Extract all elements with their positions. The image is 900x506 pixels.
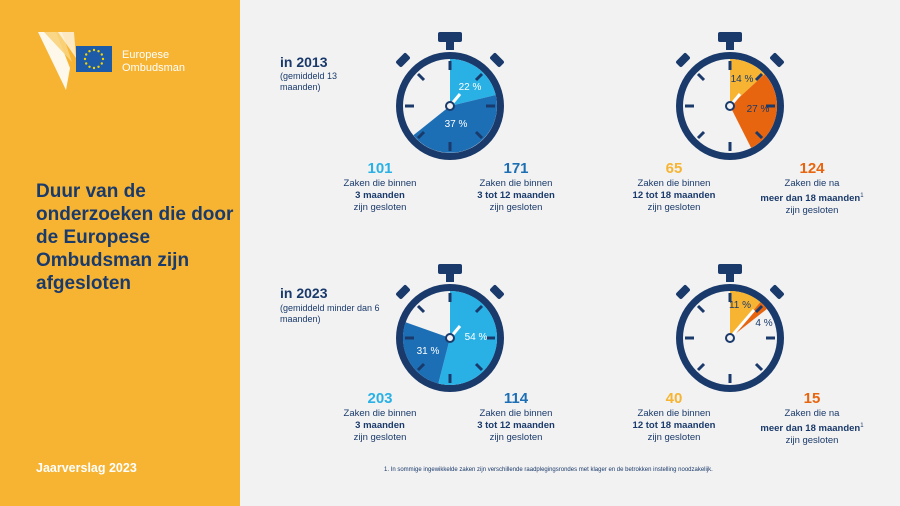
desc-2023-3to12: Zaken die binnen 3 tot 12 maanden zijn g… [477,408,555,443]
pct-2013-12to18: 14 % [731,74,754,85]
pct-2013-over18: 27 % [747,104,770,115]
pct-2023-12to18: 11 % [729,300,751,311]
pct-2013-3to12: 37 % [445,119,468,130]
content-area: in 2013 (gemiddeld 13 maanden) 22 % 37 %… [240,0,900,506]
desc-2023-3months: Zaken die binnen 3 maanden zijn gesloten [343,408,417,443]
page-title: Duur van de onderzoeken die door de Euro… [36,181,234,294]
year-2013-subtitle: (gemiddeld 13 maanden) [280,71,338,92]
year-2023-subtitle: (gemiddeld minder dan 6 maanden) [280,303,380,324]
footnote: 1. In sommige ingewikkelde zaken zijn ve… [384,467,713,473]
pct-2023-3to12: 31 % [417,346,440,357]
sidebar-panel: Europese Ombudsman Duur van de onderzoek… [0,0,240,506]
report-label: Jaarverslag 2023 [36,461,137,475]
desc-2013-12to18: Zaken die binnen 12 tot 18 maanden zijn … [632,178,716,213]
logo-line-1: Europese [122,49,170,61]
count-2023-12to18: 40 [665,390,683,407]
logo-line-2: Ombudsman [122,62,185,74]
ombudsman-logo [38,32,112,90]
count-2013-over18: 124 [799,160,825,177]
count-2013-3months: 101 [367,160,393,177]
desc-2023-12to18: Zaken die binnen 12 tot 18 maanden zijn … [632,408,716,443]
logo-text: Europese Ombudsman [122,49,185,75]
count-2013-3to12: 171 [503,160,529,177]
year-2023-label: in 2023 [280,285,328,301]
stopwatch-2013-blue: 22 % 37 % [396,32,504,160]
count-2013-12to18: 65 [665,160,683,177]
stopwatch-2023-orange: 11 % 4 % [676,264,784,392]
stopwatch-2023-blue: 54 % 31 % [396,264,504,392]
stopwatch-2013-orange: 14 % 27 % [676,32,784,160]
count-2023-over18: 15 [803,390,821,407]
desc-2023-over18: Zaken die na meer dan 18 maanden1 zijn g… [760,408,864,447]
desc-2013-over18: Zaken die na meer dan 18 maanden1 zijn g… [760,178,864,217]
desc-2013-3months: Zaken die binnen 3 maanden zijn gesloten [343,178,417,213]
count-2023-3months: 203 [367,390,393,407]
pct-2023-over18: 4 % [755,318,772,329]
pct-2023-3months: 54 % [465,332,488,343]
year-2013-label: in 2013 [280,54,328,70]
count-2023-3to12: 114 [503,390,529,407]
desc-2013-3to12: Zaken die binnen 3 tot 12 maanden zijn g… [477,178,555,213]
pct-2013-3months: 22 % [459,82,482,93]
